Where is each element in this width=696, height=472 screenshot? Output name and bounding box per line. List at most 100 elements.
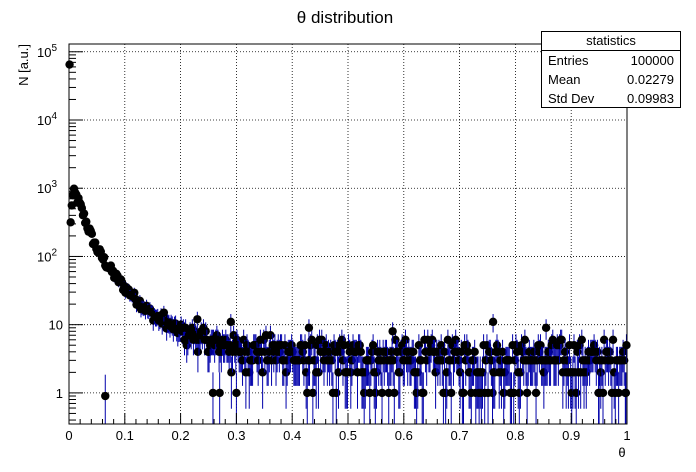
data-point xyxy=(531,388,541,398)
data-point xyxy=(355,341,364,350)
data-point xyxy=(87,229,97,239)
stat-label: Entries xyxy=(548,53,589,68)
data-point xyxy=(440,347,449,357)
data-point xyxy=(401,335,410,345)
chart-title: θ distribution xyxy=(297,8,393,27)
data-point xyxy=(419,388,428,398)
data-point xyxy=(304,323,314,332)
data-point xyxy=(436,341,446,350)
x-tick-label: 0.3 xyxy=(227,428,245,443)
data-point xyxy=(428,335,437,345)
x-tick-label: 0.6 xyxy=(395,428,413,443)
data-point xyxy=(447,388,456,398)
data-point xyxy=(572,388,581,398)
x-tick-label: 0 xyxy=(65,428,72,443)
data-point xyxy=(605,347,614,357)
data-point xyxy=(409,347,418,357)
data-point xyxy=(614,388,623,398)
stat-row-entries: Entries 100000 xyxy=(542,51,680,70)
statistics-title: statistics xyxy=(542,32,680,51)
data-point xyxy=(332,388,341,398)
x-tick-label: 0.1 xyxy=(116,428,134,443)
data-point xyxy=(577,335,587,345)
stat-label: Mean xyxy=(548,72,581,87)
data-point xyxy=(498,347,507,357)
x-tick-label: 0.5 xyxy=(339,428,357,443)
data-point xyxy=(451,335,460,345)
data-point xyxy=(266,331,275,340)
y-axis-label: N [a.u.] xyxy=(16,44,31,86)
stat-value: 0.02279 xyxy=(627,72,674,87)
data-point xyxy=(377,388,387,398)
data-point xyxy=(536,341,545,350)
x-tick-label: 0.4 xyxy=(283,428,301,443)
x-tick-label: 0.7 xyxy=(451,428,469,443)
data-point xyxy=(193,315,202,324)
data-point xyxy=(371,388,380,398)
data-point xyxy=(258,368,267,377)
data-point xyxy=(459,388,468,398)
data-point xyxy=(159,308,169,317)
data-point xyxy=(463,347,473,357)
stat-value: 0.09983 xyxy=(627,91,674,106)
data-point xyxy=(522,388,532,398)
data-point xyxy=(622,341,631,350)
data-point xyxy=(469,356,478,365)
y-axis: 1 10 102 103 104 105 xyxy=(37,43,83,421)
x-tick-label: 0.9 xyxy=(562,428,580,443)
data-point xyxy=(208,388,218,398)
data-point xyxy=(621,388,631,398)
data-point xyxy=(520,335,530,345)
data-point xyxy=(307,335,316,345)
y-tick-label: 104 xyxy=(37,111,57,128)
data-point xyxy=(390,388,399,398)
data-point xyxy=(457,347,466,357)
data-point xyxy=(99,253,109,262)
data-point xyxy=(314,368,323,377)
data-point xyxy=(608,335,618,345)
data-point xyxy=(470,347,479,357)
data-markers xyxy=(65,60,631,424)
data-point xyxy=(226,317,236,327)
data-point xyxy=(499,388,508,398)
x-tick-label: 1 xyxy=(623,428,630,443)
data-point xyxy=(66,218,75,227)
data-point xyxy=(388,327,397,336)
data-point xyxy=(308,388,318,398)
data-point xyxy=(488,388,497,398)
data-point xyxy=(79,209,89,218)
data-point xyxy=(242,341,252,350)
data-point xyxy=(368,341,378,350)
data-point xyxy=(356,347,366,357)
y-tick-label: 10 xyxy=(49,318,63,333)
y-tick-label: 102 xyxy=(37,247,57,264)
data-point xyxy=(91,238,100,247)
data-point xyxy=(488,317,498,327)
data-point xyxy=(101,391,110,401)
x-tick-label: 0.8 xyxy=(506,428,524,443)
data-point xyxy=(253,356,263,365)
stat-label: Std Dev xyxy=(548,91,595,106)
data-point xyxy=(82,217,91,226)
data-point xyxy=(596,368,605,377)
data-point xyxy=(594,388,604,398)
x-tick-label: 0.2 xyxy=(172,428,190,443)
data-point xyxy=(65,60,74,69)
data-point xyxy=(492,341,502,350)
x-axis: 0 0.1 0.2 0.3 0.4 0.5 0.6 0.7 0.8 0.9 1 xyxy=(65,413,631,443)
data-point xyxy=(232,388,241,398)
data-point xyxy=(462,341,472,350)
y-tick-label: 1 xyxy=(56,386,63,401)
data-point xyxy=(193,347,203,357)
statistics-box: statistics Entries 100000 Mean 0.02279 S… xyxy=(541,31,681,108)
data-point xyxy=(346,368,355,377)
data-point xyxy=(541,323,551,332)
y-tick-label: 103 xyxy=(37,179,57,196)
stat-row-stddev: Std Dev 0.09983 xyxy=(542,89,680,108)
x-axis-label: θ xyxy=(618,445,625,460)
stat-value: 100000 xyxy=(630,53,674,68)
data-point xyxy=(395,368,405,377)
data-point xyxy=(557,335,566,345)
data-point xyxy=(388,356,398,365)
